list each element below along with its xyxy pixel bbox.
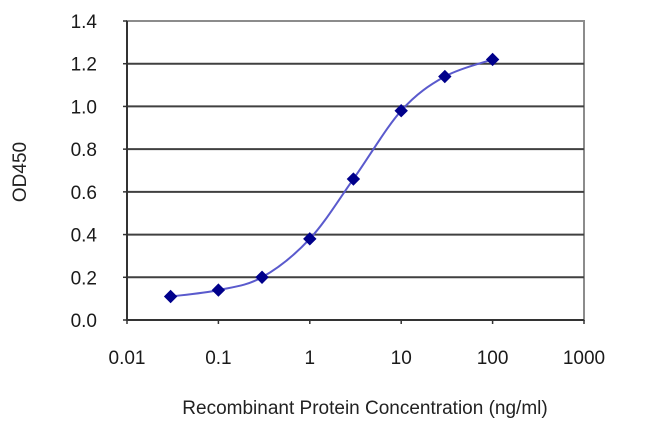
- series-line: [170, 58, 493, 298]
- axes: [126, 21, 584, 321]
- x-tick-label: 0.01: [109, 348, 146, 369]
- gridlines: [127, 62, 584, 279]
- x-axis-ticks: 0.01 0.1 1 10 100 1000: [109, 320, 605, 369]
- y-tick-label: 1.2: [71, 55, 97, 76]
- x-tick-label: 1000: [563, 348, 605, 369]
- y-tick-label: 0.2: [71, 268, 97, 289]
- y-tick-label: 0.6: [71, 183, 97, 204]
- x-tick-label: 10: [391, 348, 412, 369]
- y-tick-label: 0.8: [71, 140, 97, 161]
- data-point-diamond-marker: [211, 283, 226, 297]
- y-axis-ticks: 0.0 0.2 0.4 0.6 0.8 1.0 1.2 1.4: [71, 12, 127, 332]
- data-series: [163, 52, 500, 304]
- data-point-diamond-marker: [163, 289, 178, 304]
- x-tick-label: 0.1: [205, 348, 231, 369]
- data-point-diamond-marker: [255, 270, 269, 284]
- plot-area: [126, 20, 585, 321]
- y-tick-label: 0.0: [71, 311, 97, 332]
- x-tick-label: 1: [305, 348, 316, 369]
- data-point-diamond-marker: [303, 232, 317, 246]
- x-tick-label: 100: [477, 348, 509, 369]
- y-axis-title: OD450: [10, 142, 31, 202]
- data-point-diamond-marker: [394, 103, 408, 118]
- data-point-diamond-marker: [438, 69, 452, 84]
- y-tick-label: 1.0: [71, 97, 97, 118]
- y-tick-label: 1.4: [71, 12, 98, 33]
- data-point-diamond-marker: [485, 52, 500, 67]
- y-tick-label: 0.4: [71, 226, 98, 247]
- x-axis-title: Recombinant Protein Concentration (ng/ml…: [182, 398, 547, 419]
- data-point-diamond-marker: [346, 172, 361, 186]
